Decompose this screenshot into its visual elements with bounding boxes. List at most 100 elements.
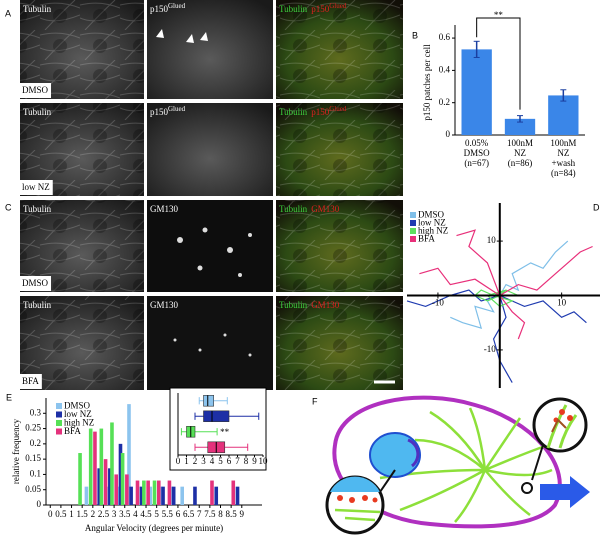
condition-label-bg — [20, 83, 52, 98]
histogram-bar — [110, 422, 114, 505]
x-tick-label: 8 — [244, 456, 249, 466]
y-tick-label: 0.2 — [439, 97, 450, 107]
arrowheads — [156, 29, 208, 43]
y-tick-label: 0.6 — [439, 32, 451, 42]
channel-name: Tubulin — [279, 107, 308, 117]
x-axis-label: Angular Velocity (degrees per minute) — [85, 523, 223, 533]
legend-swatch — [410, 220, 416, 226]
histogram-bar — [146, 480, 150, 505]
y-tick-label: 10 — [487, 235, 497, 245]
migration-arrow — [540, 476, 590, 508]
x-tick-label: 100nM — [507, 138, 533, 148]
channel-sup: Glued — [329, 105, 347, 113]
histogram-bar — [105, 486, 110, 505]
channel-label: Tubulin p150Glued — [279, 105, 347, 117]
micrograph — [147, 0, 273, 99]
legend-label: BFA — [64, 426, 81, 436]
y-tick-label: 0.3 — [30, 407, 42, 417]
legend-label: DMSO — [64, 401, 91, 411]
x-tick-label: -10 — [432, 298, 444, 308]
legend-swatch — [56, 420, 62, 426]
micrograph-texture — [20, 0, 144, 99]
histogram-bar — [142, 480, 146, 505]
y-tick-label: 0.4 — [439, 64, 451, 74]
trajectory — [450, 240, 569, 329]
x-tick-label: (n=84) — [551, 168, 576, 178]
legend-label: high NZ — [418, 226, 448, 236]
y-tick-label: 0.15 — [25, 453, 41, 463]
channel-label: p150Glued — [150, 105, 186, 117]
x-tick-label: 5 — [218, 456, 223, 466]
x-tick-label: (n=86) — [508, 158, 533, 168]
zoom-linker — [551, 418, 567, 433]
channel-name: Tubulin — [279, 300, 308, 310]
zoom-origin — [521, 482, 533, 494]
dynactin — [553, 409, 573, 423]
channel-sup: Glued — [329, 2, 347, 10]
condition-label: DMSO — [22, 85, 49, 95]
zoom-connector — [379, 469, 396, 493]
channel-name: Tubulin — [23, 300, 52, 310]
trajectory — [473, 289, 519, 308]
y-tick-label: 0.2 — [30, 438, 41, 448]
x-tick-label: 4.5 — [140, 509, 152, 519]
x-tick-label: 100nM — [550, 138, 576, 148]
x-tick-label: NZ — [514, 148, 526, 158]
legend-swatch — [56, 428, 62, 435]
bar — [504, 118, 536, 135]
histogram-bar — [180, 486, 184, 505]
x-tick-label: 9 — [240, 509, 245, 519]
histogram-bar — [127, 404, 131, 505]
histogram-bar — [161, 486, 165, 505]
channel-name: Tubulin — [279, 204, 308, 214]
panel-letter: B — [412, 30, 418, 40]
x-tick-label: 8.5 — [226, 509, 238, 519]
bar — [461, 49, 492, 136]
legend-swatch — [410, 236, 416, 242]
nucleus — [369, 432, 421, 478]
histogram-bar — [129, 486, 133, 505]
cell-outline — [332, 395, 562, 529]
box — [203, 395, 214, 407]
x-tick-label: 7.5 — [204, 509, 216, 519]
channel-sup: Glued — [168, 2, 186, 10]
x-tick-label: 2.5 — [98, 509, 110, 519]
histogram-bar — [93, 431, 97, 505]
x-tick-label: 8 — [218, 509, 223, 519]
x-tick-label: DMSO — [464, 148, 491, 158]
histogram-bar — [169, 486, 174, 505]
channel-name: p150 — [150, 4, 169, 14]
channel-name: GM130 — [150, 204, 179, 214]
histogram-bar — [114, 474, 119, 505]
channel-label: Tubulin GM130 — [279, 204, 340, 214]
channel-label: p150Glued — [150, 2, 186, 14]
histogram-bar — [210, 480, 214, 505]
histogram-bar — [148, 486, 153, 505]
histogram-bar — [167, 480, 172, 505]
histogram-bar — [99, 428, 104, 505]
x-tick-label: 0 — [176, 456, 181, 466]
zoom-microtubules — [334, 508, 381, 522]
legend-swatch — [410, 228, 416, 234]
golgi — [407, 438, 420, 468]
panel-letter: A — [5, 8, 11, 18]
condition-label-bg — [20, 180, 53, 195]
diagram — [325, 395, 590, 535]
panel-letter: C — [5, 202, 12, 212]
channel-label: Tubulin — [23, 4, 52, 14]
histogram-bar — [88, 428, 93, 505]
x-tick-label: 3 — [201, 456, 206, 466]
micrograph-texture — [276, 296, 403, 390]
panel-letter: F — [312, 396, 318, 406]
bar — [548, 95, 579, 135]
channel-label: Tubulin p150Glued — [279, 2, 347, 14]
condition-label: BFA — [22, 376, 39, 386]
significance-label: ** — [494, 10, 504, 20]
golgi-spots — [173, 227, 252, 357]
x-tick-label: 0.5 — [55, 509, 67, 519]
histogram-bar — [137, 486, 142, 505]
legend-swatch — [410, 212, 416, 218]
condition-label: DMSO — [22, 278, 49, 288]
y-tick-label: 0 — [446, 129, 451, 139]
trajectory — [419, 229, 593, 340]
